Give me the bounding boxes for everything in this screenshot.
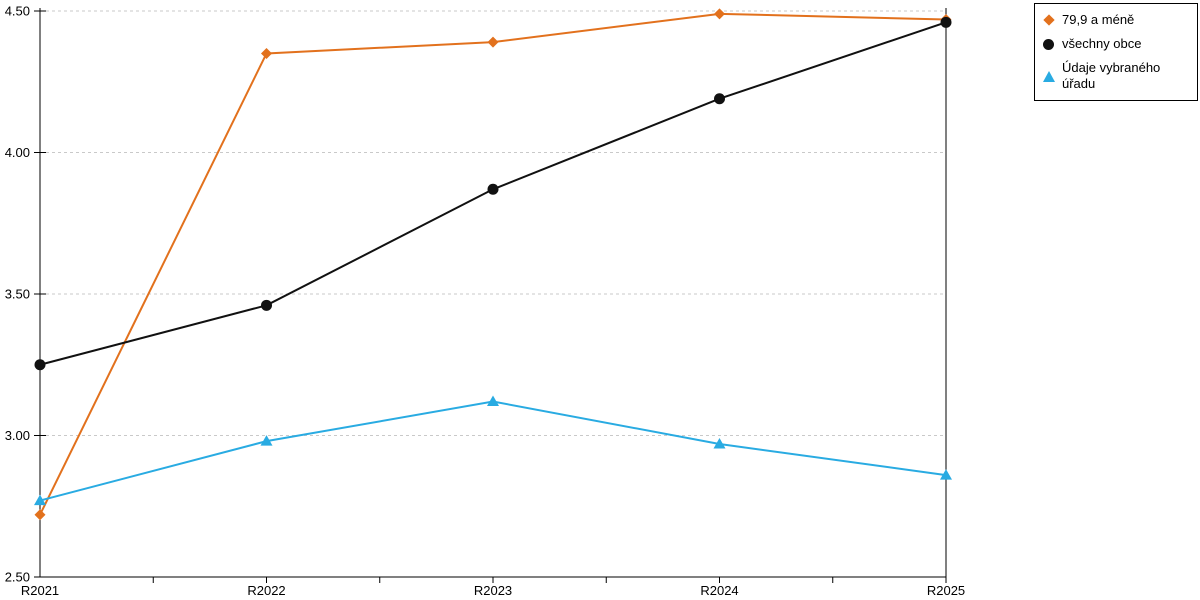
series-1-marker-circle-icon bbox=[940, 16, 952, 28]
series-1-marker-circle-icon bbox=[714, 93, 725, 105]
y-tick-label: 4.00 bbox=[5, 145, 30, 160]
y-tick-label: 3.50 bbox=[5, 287, 30, 302]
legend-label: 79,9 a méně bbox=[1062, 12, 1135, 27]
series-2-marker-triangle-icon bbox=[713, 437, 726, 449]
series-2-marker-triangle-icon bbox=[260, 435, 273, 446]
series-0-marker-diamond-icon bbox=[714, 8, 725, 20]
legend-item: Údaje vybraného úřadu bbox=[1041, 60, 1191, 92]
x-tick-label: R2021 bbox=[21, 583, 59, 598]
triangle-icon bbox=[1042, 70, 1055, 82]
y-tick-label: 4.50 bbox=[5, 4, 30, 19]
series-2-marker-triangle-icon bbox=[34, 494, 46, 506]
series-2-marker-triangle-icon bbox=[487, 395, 499, 407]
x-tick-label: R2024 bbox=[700, 583, 738, 598]
legend-item: 79,9 a méně bbox=[1041, 12, 1191, 28]
y-tick-label: 3.00 bbox=[5, 428, 30, 443]
diamond-icon bbox=[1042, 14, 1055, 26]
series-line-2 bbox=[39, 400, 947, 502]
series-1-marker-circle-icon bbox=[34, 359, 46, 371]
x-tick-label: R2025 bbox=[927, 583, 965, 598]
series-1-marker-circle-icon bbox=[487, 183, 499, 195]
circle-icon bbox=[1043, 38, 1054, 50]
x-tick-label: R2023 bbox=[474, 583, 512, 598]
legend-label: Údaje vybraného úřadu bbox=[1062, 60, 1161, 91]
series-line-0 bbox=[39, 12, 947, 516]
series-2-marker-triangle-icon bbox=[940, 469, 952, 480]
legend-item: všechny obce bbox=[1041, 36, 1191, 52]
diamond-icon bbox=[1041, 13, 1056, 27]
x-tick-label: R2022 bbox=[247, 583, 285, 598]
series-0-marker-diamond-icon bbox=[261, 47, 272, 59]
y-tick-label: 2.50 bbox=[5, 570, 30, 585]
series-1-marker-circle-icon bbox=[261, 299, 272, 311]
legend-label: všechny obce bbox=[1062, 36, 1142, 51]
chart-legend: 79,9 a méně všechny obce Údaje vybraného ú… bbox=[1034, 3, 1198, 101]
triangle-icon bbox=[1041, 69, 1056, 83]
series-0-marker-diamond-icon bbox=[487, 36, 499, 48]
series-0-marker-diamond-icon bbox=[34, 509, 46, 521]
circle-icon bbox=[1041, 37, 1056, 51]
